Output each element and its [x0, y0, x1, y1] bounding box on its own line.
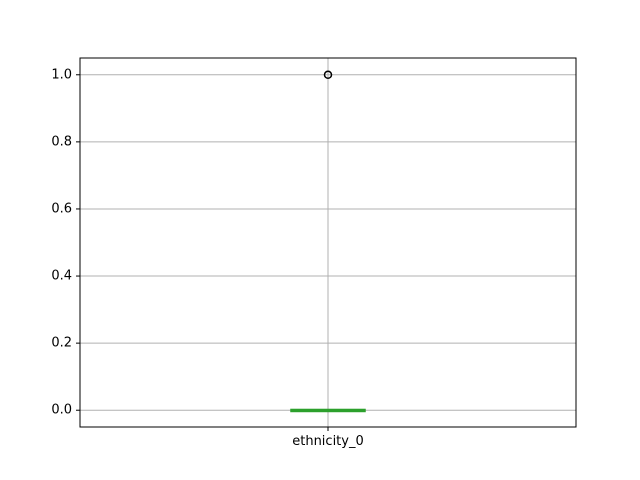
- y-tick-label: 0.0: [51, 403, 72, 418]
- y-tick-label: 0.6: [51, 201, 72, 216]
- y-axis: 0.0 0.2 0.4 0.6 0.8 1.0: [51, 67, 80, 418]
- flier-point: [323, 70, 333, 80]
- x-axis: ethnicity_0: [292, 427, 364, 449]
- grid-lines: [80, 58, 576, 427]
- y-tick-label: 1.0: [51, 67, 72, 82]
- y-tick-label: 0.8: [51, 134, 72, 149]
- y-tick-label: 0.4: [51, 269, 72, 284]
- y-tick-label: 0.2: [51, 336, 72, 351]
- boxes-group: [290, 70, 366, 413]
- x-tick-label: ethnicity_0: [292, 434, 364, 449]
